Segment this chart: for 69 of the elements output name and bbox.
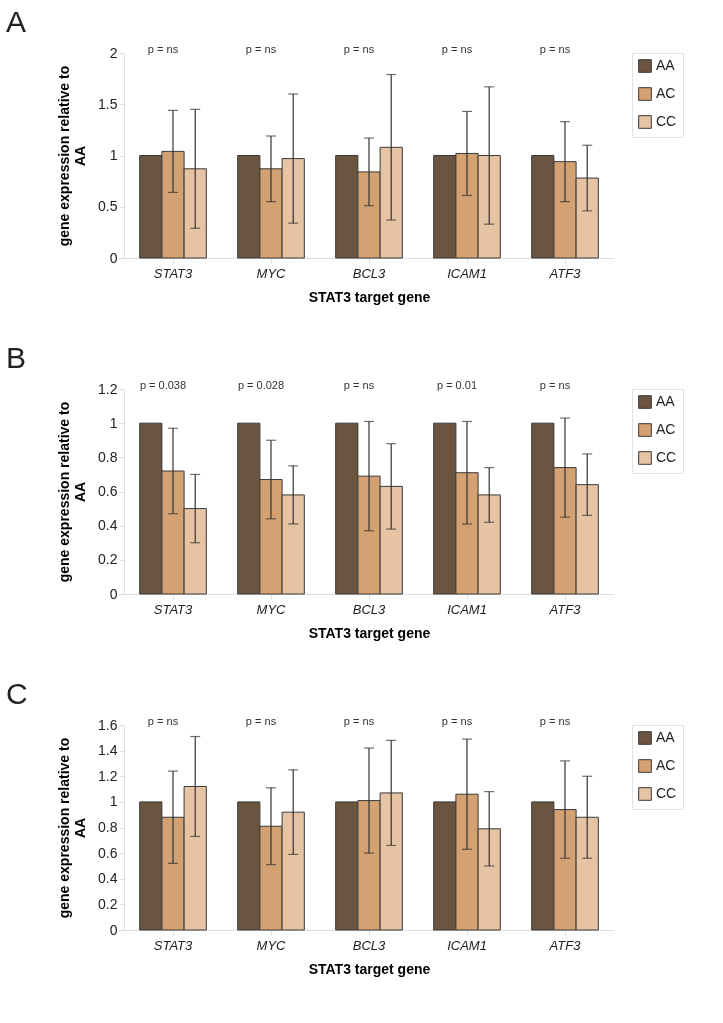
y-tick-label: 1	[109, 793, 118, 810]
x-tick-label: STAT3	[153, 937, 194, 953]
annotation: p = 0.038	[139, 379, 187, 391]
y-tick-label: 1.2	[98, 767, 118, 784]
x-axis-title: STAT3 target gene	[308, 960, 431, 977]
annotation: p = ns	[539, 715, 571, 727]
y-tick-label: 0	[109, 249, 118, 266]
legend-label: AA	[656, 57, 676, 73]
legend-label: CC	[656, 785, 677, 801]
y-tick-label: 0.6	[98, 844, 118, 861]
x-tick-label: MYC	[256, 265, 287, 281]
x-tick-label: ICAM1	[447, 601, 487, 617]
annotation: p = ns	[343, 43, 375, 55]
x-tick-label: ICAM1	[447, 265, 487, 281]
annotation: p = ns	[343, 379, 375, 391]
y-tick-label: 2	[109, 44, 118, 61]
y-axis-title: gene expression relative to AA	[56, 65, 89, 247]
x-tick-label: BCL3	[352, 265, 387, 281]
y-tick-label: 0.8	[98, 448, 118, 465]
annotation: p = ns	[441, 43, 473, 55]
x-tick-label: BCL3	[352, 937, 387, 953]
y-tick-label: 1.2	[98, 380, 118, 397]
y-axis-title: gene expression relative to AA	[56, 737, 89, 919]
y-tick-label: 1.5	[98, 95, 118, 112]
legend-label: CC	[656, 449, 677, 465]
legend-label: AC	[656, 757, 676, 773]
y-tick-label: 0.4	[98, 870, 118, 887]
y-tick-label: 1.4	[98, 742, 118, 759]
x-tick-label: ICAM1	[447, 937, 487, 953]
annotation: p = ns	[147, 715, 179, 727]
y-tick-label: 0.2	[98, 551, 118, 568]
annotation: p = ns	[539, 43, 571, 55]
annotation: p = ns	[441, 715, 473, 727]
legend-label: AA	[656, 393, 676, 409]
annotation: p = ns	[245, 715, 277, 727]
y-tick-label: 0.2	[98, 895, 118, 912]
annotation: p = ns	[147, 43, 179, 55]
legend-label: CC	[656, 113, 677, 129]
annotation: p = ns	[245, 43, 277, 55]
x-tick-label: BCL3	[352, 601, 387, 617]
legend-label: AA	[656, 729, 676, 745]
y-axis-title: gene expression relative to AA	[56, 401, 89, 583]
x-tick-label: ATF3	[548, 937, 582, 953]
x-tick-label: ATF3	[548, 601, 582, 617]
annotation: p = 0.028	[237, 379, 285, 391]
chart-title: B	[6, 341, 27, 374]
y-tick-label: 0	[109, 585, 118, 602]
y-tick-label: 0	[109, 921, 118, 938]
x-axis-title: STAT3 target gene	[308, 288, 431, 305]
x-tick-label: STAT3	[153, 265, 194, 281]
x-tick-label: ATF3	[548, 265, 582, 281]
x-axis-title: STAT3 target gene	[308, 624, 431, 641]
annotation: p = ns	[539, 379, 571, 391]
y-tick-label: 1	[109, 147, 118, 163]
legend-label: AC	[656, 421, 676, 437]
y-tick-label: 0.6	[98, 483, 118, 499]
x-tick-label: STAT3	[153, 601, 194, 617]
y-tick-label: 0.5	[98, 198, 118, 215]
annotation: p = 0.01	[436, 379, 478, 391]
chart-title: A	[6, 5, 27, 38]
y-tick-label: 0.4	[98, 517, 118, 534]
chart-title: C	[6, 677, 28, 710]
x-tick-label: MYC	[256, 601, 287, 617]
annotation: p = ns	[343, 715, 375, 727]
legend-label: AC	[656, 85, 676, 101]
x-tick-label: MYC	[256, 937, 287, 953]
y-tick-label: 1	[109, 414, 118, 431]
y-tick-label: 1.6	[98, 716, 118, 733]
y-tick-label: 0.8	[98, 819, 118, 835]
